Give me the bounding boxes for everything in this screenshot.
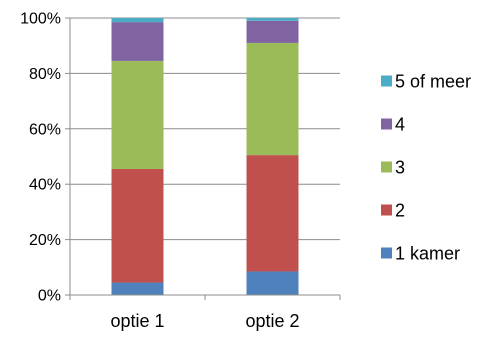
y-tick-label: 60% — [29, 121, 61, 138]
legend-label: 4 — [395, 115, 405, 135]
bar-segment-5-2 — [246, 18, 299, 21]
legend-swatch — [381, 204, 392, 216]
bar-segment-5-1 — [111, 18, 164, 23]
legend-label: 2 — [395, 201, 405, 221]
legend-label: 5 of meer — [395, 72, 471, 92]
bar-segment-4-2 — [246, 20, 299, 43]
bars — [111, 18, 299, 295]
legend-swatch — [381, 161, 392, 173]
bar-segment-1-1 — [111, 282, 164, 295]
y-tick-label: 0% — [38, 288, 61, 305]
bar-segment-2-2 — [246, 155, 299, 272]
y-axis-tick-labels: 0% 20% 40% 60% 80% 100% — [20, 11, 61, 305]
bar-segment-3-2 — [246, 42, 299, 156]
axes — [65, 17, 341, 300]
legend-swatch — [381, 247, 392, 259]
y-tick-label: 40% — [29, 177, 61, 194]
gridlines — [70, 17, 340, 241]
legend-swatch — [381, 118, 392, 130]
x-axis-category-labels: optie 1 optie 2 — [110, 311, 299, 331]
x-category-label: optie 1 — [110, 311, 164, 331]
y-tick-label: 20% — [29, 232, 61, 249]
y-tick-label: 100% — [20, 11, 61, 28]
bar-segment-1-2 — [246, 271, 299, 295]
bar-segment-3-1 — [111, 60, 164, 169]
bar-segment-4-1 — [111, 22, 164, 61]
legend-label: 3 — [395, 158, 405, 178]
y-tick-label: 80% — [29, 66, 61, 83]
bar-segment-2-1 — [111, 168, 164, 283]
x-category-label: optie 2 — [245, 311, 299, 331]
legend-swatch — [381, 75, 392, 87]
legend: 5 of meer 4 3 2 1 kamer — [381, 72, 471, 264]
legend-label: 1 kamer — [395, 244, 460, 264]
